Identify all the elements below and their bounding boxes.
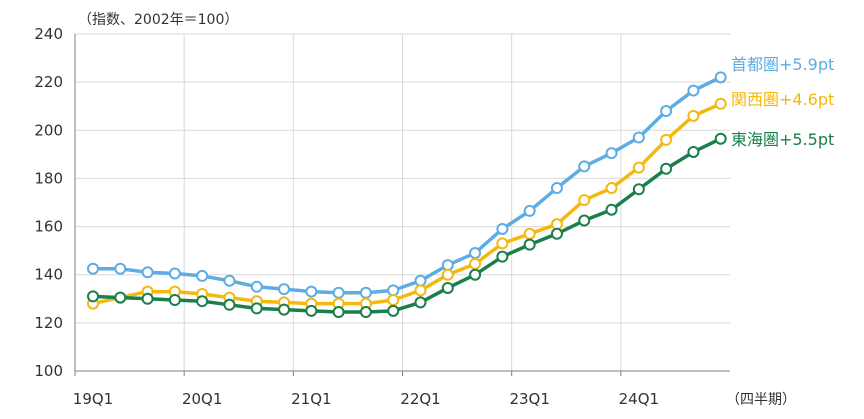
data-point bbox=[414, 284, 427, 297]
x-tick-label: 22Q1 bbox=[400, 390, 440, 408]
data-point bbox=[469, 247, 482, 260]
data-point bbox=[196, 295, 209, 308]
series-labels: 首都圏+5.9pt 関西圏+4.6pt 東海圏+5.5pt bbox=[731, 55, 834, 149]
data-point bbox=[550, 182, 563, 195]
data-point bbox=[523, 227, 536, 240]
x-tick-labels: 19Q1 20Q1 21Q1 22Q1 23Q1 24Q1 bbox=[73, 390, 659, 408]
data-point bbox=[550, 218, 563, 231]
data-point bbox=[550, 227, 563, 240]
data-point bbox=[496, 250, 509, 263]
data-point bbox=[141, 292, 154, 305]
data-point bbox=[332, 306, 345, 319]
axes bbox=[74, 34, 730, 376]
y-tick-labels: 100 120 140 160 180 200 220 240 bbox=[34, 25, 63, 380]
data-point bbox=[278, 303, 291, 316]
x-tick-label: 19Q1 bbox=[73, 390, 113, 408]
series-label: 東海圏+5.5pt bbox=[731, 130, 834, 149]
data-point bbox=[114, 291, 127, 304]
data-point bbox=[387, 304, 400, 317]
data-point bbox=[250, 302, 263, 315]
data-point bbox=[605, 147, 618, 160]
data-point bbox=[305, 304, 318, 317]
data-point bbox=[578, 214, 591, 227]
data-point bbox=[469, 268, 482, 281]
data-point bbox=[414, 296, 427, 309]
data-point bbox=[114, 262, 127, 275]
y-tick-label: 200 bbox=[34, 121, 63, 139]
x-tick-label: 23Q1 bbox=[509, 390, 549, 408]
y-tick-label: 220 bbox=[34, 73, 63, 91]
data-point bbox=[332, 286, 345, 299]
data-point bbox=[632, 131, 645, 144]
data-point bbox=[523, 204, 536, 217]
y-tick-label: 240 bbox=[34, 25, 63, 43]
data-point bbox=[141, 266, 154, 279]
data-point bbox=[168, 293, 181, 306]
y-tick-label: 160 bbox=[34, 218, 63, 236]
grid bbox=[75, 33, 730, 371]
y-tick-label: 120 bbox=[34, 314, 63, 332]
data-point bbox=[660, 162, 673, 175]
series-line bbox=[87, 71, 727, 299]
data-point bbox=[414, 274, 427, 287]
data-point bbox=[250, 280, 263, 293]
data-point bbox=[387, 293, 400, 306]
data-point bbox=[523, 238, 536, 251]
series-group bbox=[87, 71, 727, 319]
data-point bbox=[196, 269, 209, 282]
x-tick-label: 21Q1 bbox=[291, 390, 331, 408]
data-point bbox=[714, 132, 727, 145]
data-point bbox=[660, 105, 673, 118]
data-point bbox=[687, 84, 700, 97]
data-point bbox=[441, 281, 454, 294]
data-point bbox=[469, 257, 482, 270]
data-point bbox=[714, 97, 727, 110]
data-point bbox=[714, 71, 727, 84]
data-point bbox=[496, 222, 509, 235]
data-point bbox=[632, 161, 645, 174]
series-label: 首都圏+5.9pt bbox=[731, 55, 834, 74]
series-path bbox=[93, 75, 722, 295]
data-point bbox=[359, 286, 372, 299]
x-axis-unit: （四半期） bbox=[726, 392, 796, 408]
data-point bbox=[496, 237, 509, 250]
data-point bbox=[578, 194, 591, 207]
series-line bbox=[87, 132, 727, 319]
x-tick-label: 24Q1 bbox=[619, 390, 659, 408]
y-axis-note: （指数、2002年＝100） bbox=[78, 12, 238, 28]
data-point bbox=[87, 262, 99, 275]
y-tick-label: 100 bbox=[34, 362, 63, 380]
data-point bbox=[305, 285, 318, 298]
series-label: 関西圏+4.6pt bbox=[731, 90, 834, 109]
data-point bbox=[441, 268, 454, 281]
data-point bbox=[605, 203, 618, 216]
data-point bbox=[278, 283, 291, 296]
data-point bbox=[359, 306, 372, 319]
data-point bbox=[605, 182, 618, 195]
y-tick-label: 140 bbox=[34, 266, 63, 284]
data-point bbox=[687, 145, 700, 158]
data-point bbox=[223, 298, 236, 311]
data-point bbox=[660, 133, 673, 146]
data-point bbox=[168, 267, 181, 280]
data-point bbox=[387, 284, 400, 297]
data-point bbox=[87, 290, 99, 303]
data-point bbox=[578, 160, 591, 173]
data-point bbox=[687, 109, 700, 122]
x-tick-label: 20Q1 bbox=[182, 390, 222, 408]
data-point bbox=[441, 259, 454, 272]
y-tick-label: 180 bbox=[34, 169, 63, 187]
data-point bbox=[632, 183, 645, 196]
data-point bbox=[223, 274, 236, 287]
